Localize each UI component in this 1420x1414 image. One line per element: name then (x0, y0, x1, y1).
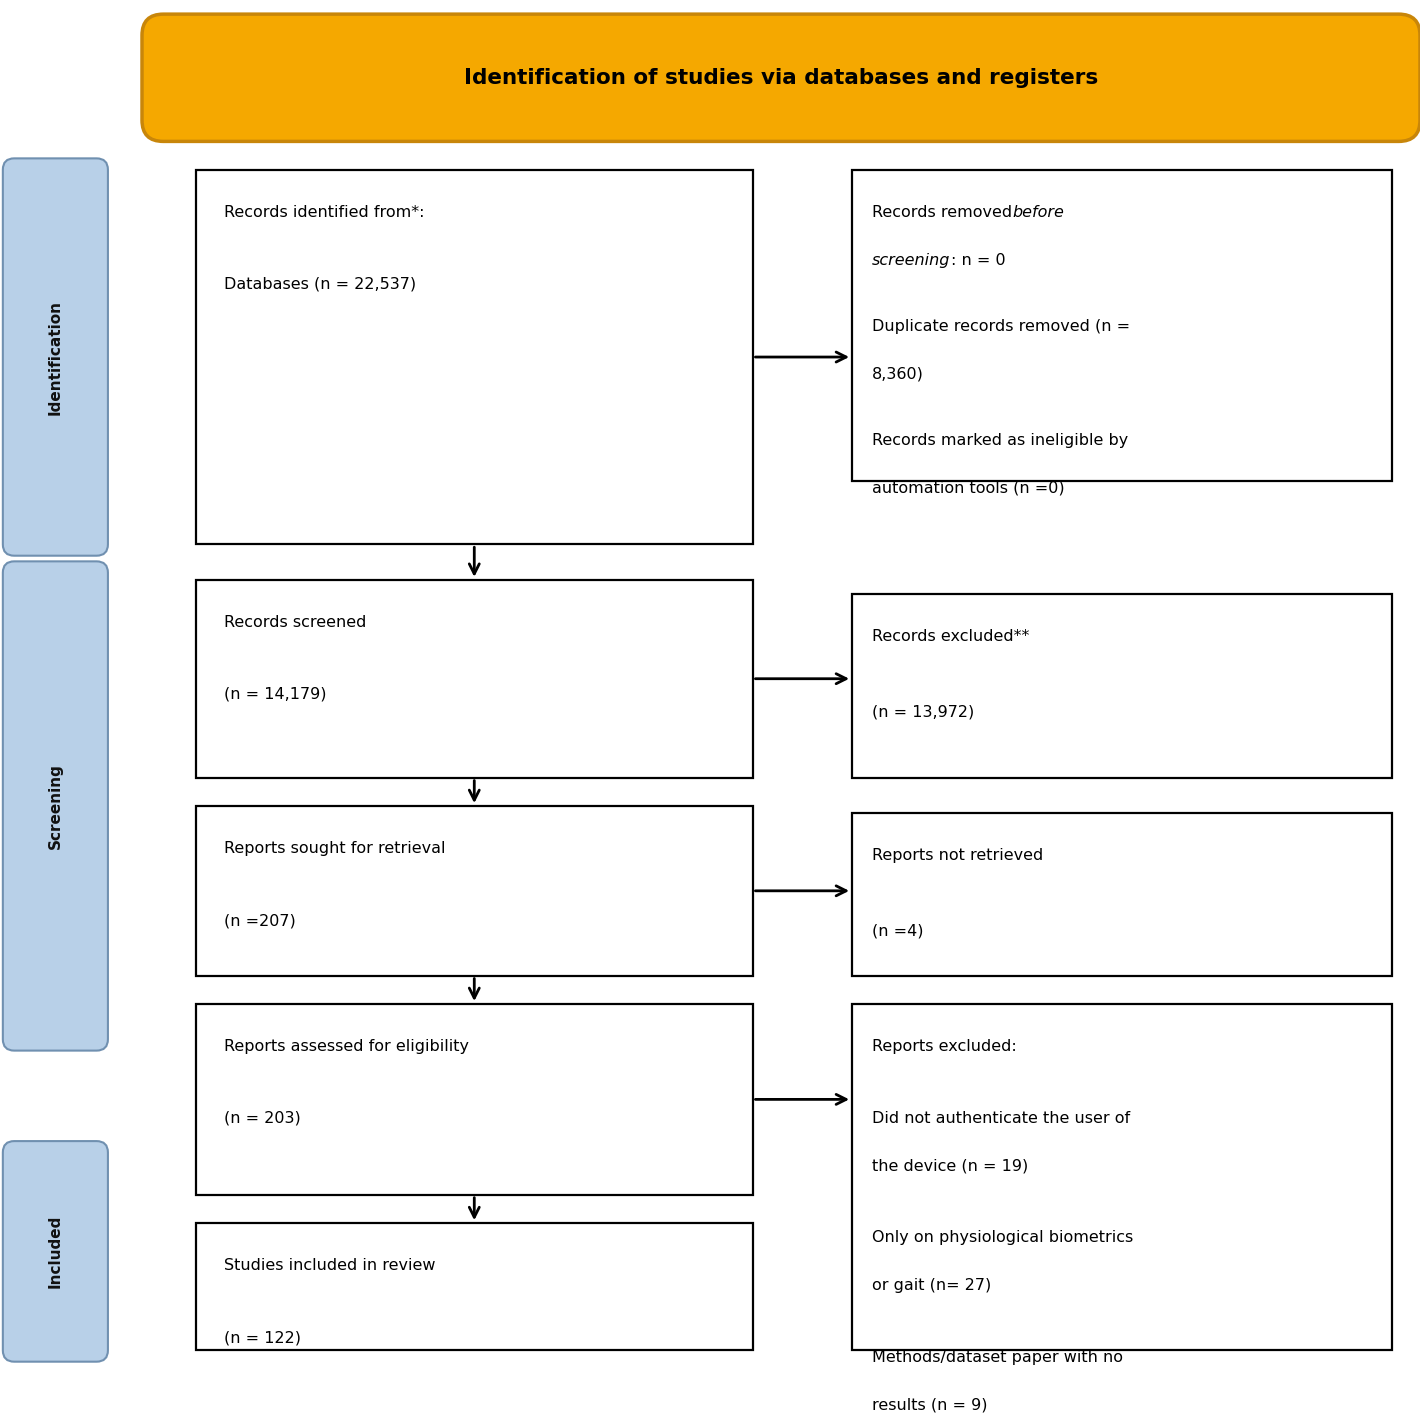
Text: Databases (n = 22,537): Databases (n = 22,537) (224, 277, 416, 291)
Text: before: before (1012, 205, 1065, 221)
Text: (n = 122): (n = 122) (224, 1331, 301, 1345)
Text: Included: Included (48, 1215, 62, 1288)
Text: Records identified from*:: Records identified from*: (224, 205, 425, 221)
Bar (196, 170, 753, 544)
Text: Studies included in review: Studies included in review (224, 1258, 436, 1274)
Text: (n = 14,179): (n = 14,179) (224, 687, 327, 701)
Text: automation tools (n =0): automation tools (n =0) (872, 481, 1065, 496)
Text: the device (n = 19): the device (n = 19) (872, 1159, 1028, 1174)
Text: Records screened: Records screened (224, 615, 366, 631)
FancyBboxPatch shape (142, 14, 1420, 141)
Text: Reports sought for retrieval: Reports sought for retrieval (224, 841, 446, 857)
Text: results (n = 9): results (n = 9) (872, 1397, 987, 1413)
FancyBboxPatch shape (3, 1141, 108, 1362)
Bar (196, 580, 753, 778)
Text: Duplicate records removed (n =: Duplicate records removed (n = (872, 320, 1130, 334)
Text: Reports excluded:: Reports excluded: (872, 1039, 1017, 1055)
Text: (n =207): (n =207) (224, 913, 297, 928)
Text: (n = 203): (n = 203) (224, 1111, 301, 1126)
Text: Records marked as ineligible by: Records marked as ineligible by (872, 433, 1127, 448)
Text: (n =4): (n =4) (872, 923, 923, 939)
Text: Identification of studies via databases and registers: Identification of studies via databases … (464, 68, 1098, 88)
Text: Records excluded**: Records excluded** (872, 629, 1030, 645)
Text: or gait (n= 27): or gait (n= 27) (872, 1278, 991, 1294)
Bar (852, 594, 1392, 778)
Text: Methods/dataset paper with no: Methods/dataset paper with no (872, 1350, 1123, 1365)
Text: Reports not retrieved: Reports not retrieved (872, 848, 1044, 864)
Bar (852, 170, 1392, 481)
Text: Records removed: Records removed (872, 205, 1017, 221)
Text: Identification: Identification (48, 300, 62, 414)
Text: Did not authenticate the user of: Did not authenticate the user of (872, 1111, 1130, 1126)
Bar (852, 813, 1392, 976)
FancyBboxPatch shape (3, 158, 108, 556)
Text: Only on physiological biometrics: Only on physiological biometrics (872, 1230, 1133, 1246)
Text: 8,360): 8,360) (872, 366, 924, 382)
Bar (196, 1004, 753, 1195)
Bar (196, 1223, 753, 1350)
Text: (n = 13,972): (n = 13,972) (872, 704, 974, 720)
Text: Reports assessed for eligibility: Reports assessed for eligibility (224, 1039, 470, 1055)
Text: Screening: Screening (48, 764, 62, 848)
Bar (196, 806, 753, 976)
FancyBboxPatch shape (3, 561, 108, 1051)
Text: : n = 0: : n = 0 (951, 253, 1005, 267)
Text: screening: screening (872, 253, 950, 267)
Bar (852, 1004, 1392, 1350)
